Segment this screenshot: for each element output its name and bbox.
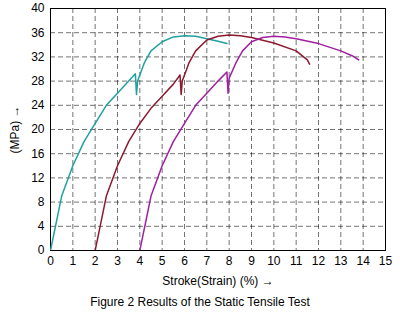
svg-text:Stroke(Strain) (%) →: Stroke(Strain) (%) → (162, 274, 273, 288)
html-text:Figure 2 Results of the Static: Figure 2 Results of the Static Tensile T… (90, 295, 310, 309)
svg-text:11: 11 (290, 254, 303, 268)
svg-text:32: 32 (31, 50, 45, 64)
svg-text:12: 12 (31, 171, 45, 185)
svg-text:2: 2 (92, 254, 99, 268)
svg-text:4: 4 (136, 254, 143, 268)
svg-text:28: 28 (31, 74, 45, 88)
svg-text:5: 5 (159, 254, 166, 268)
svg-text:(MPa) →: (MPa) → (8, 106, 22, 154)
svg-text:10: 10 (267, 254, 281, 268)
svg-text:6: 6 (181, 254, 188, 268)
svg-text:40: 40 (31, 1, 45, 15)
svg-text:1: 1 (69, 254, 76, 268)
svg-text:3: 3 (114, 254, 121, 268)
svg-text:8: 8 (38, 195, 45, 209)
svg-text:9: 9 (248, 254, 255, 268)
svg-text:12: 12 (312, 254, 326, 268)
svg-text:36: 36 (31, 26, 45, 40)
svg-text:7: 7 (203, 254, 210, 268)
svg-text:4: 4 (38, 219, 45, 233)
svg-text:0: 0 (47, 254, 54, 268)
svg-text:14: 14 (356, 254, 370, 268)
svg-text:8: 8 (226, 254, 233, 268)
svg-text:0: 0 (38, 243, 45, 257)
svg-text:24: 24 (31, 98, 45, 112)
svg-text:15: 15 (379, 254, 393, 268)
svg-text:20: 20 (31, 122, 45, 136)
svg-text:13: 13 (334, 254, 348, 268)
svg-text:16: 16 (31, 147, 45, 161)
